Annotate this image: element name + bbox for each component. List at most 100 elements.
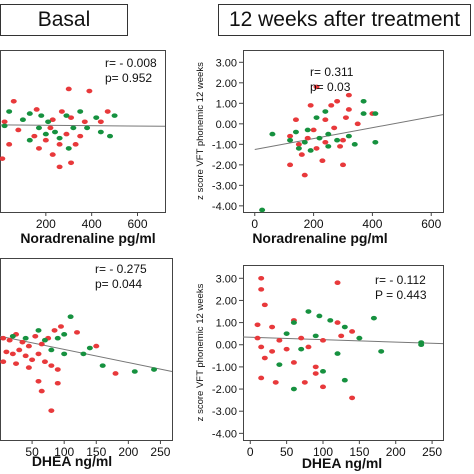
x-axis-label: Noradrenaline pg/ml	[20, 230, 155, 246]
data-point-red	[38, 341, 45, 347]
data-point-red	[42, 137, 49, 143]
y-tick-label: 1.00	[216, 318, 237, 330]
data-point-red	[6, 337, 13, 343]
stat-annotation: r= 0.311	[310, 65, 354, 79]
x-tick-label: 50	[280, 445, 294, 459]
data-point-red	[313, 146, 320, 151]
y-tick-label: 2.00	[216, 295, 237, 307]
data-point-red	[290, 360, 297, 365]
data-point-green	[295, 146, 302, 151]
data-point-red	[328, 103, 335, 108]
data-point-green	[304, 127, 311, 133]
data-point-red	[49, 117, 56, 123]
y-tick-label: 2.00	[216, 78, 237, 90]
data-point-red	[0, 335, 7, 341]
data-point-green	[41, 337, 48, 343]
y-tick-label: -4.00	[212, 201, 237, 213]
data-point-red	[258, 344, 265, 350]
data-point-green	[6, 109, 13, 114]
data-point-red	[319, 158, 326, 164]
data-point-green	[9, 333, 16, 339]
data-point-red	[312, 364, 319, 370]
data-point-red	[68, 160, 75, 166]
x-tick-label: 200	[118, 445, 138, 459]
data-point-red	[272, 380, 279, 385]
data-point-red	[298, 335, 305, 341]
data-point-red	[63, 131, 70, 137]
data-point-green	[292, 129, 299, 135]
data-point-green	[290, 386, 297, 392]
data-point-red	[35, 146, 42, 151]
data-point-green	[67, 314, 74, 320]
data-point-green	[327, 318, 334, 323]
x-tick-label: 400	[362, 217, 382, 231]
data-point-green	[372, 111, 379, 116]
y-tick-label: -3.00	[212, 406, 237, 418]
y-tick-label: 1.00	[216, 98, 237, 110]
plot-frame	[0, 50, 166, 213]
data-point-red	[313, 84, 320, 90]
plot-frame	[243, 50, 444, 213]
data-point-red	[269, 349, 276, 354]
y-axis-label: z score VFT phonemic 12 weeks	[195, 62, 206, 200]
data-point-red	[261, 302, 268, 308]
x-tick-label: 200	[304, 217, 324, 231]
data-point-green	[56, 135, 63, 141]
data-point-green	[80, 351, 87, 357]
data-point-green	[301, 139, 308, 145]
data-point-green	[48, 347, 55, 353]
data-point-green	[312, 333, 319, 339]
data-point-green	[61, 332, 68, 337]
data-point-red	[345, 92, 352, 98]
data-point-red	[16, 347, 23, 353]
data-point-red	[49, 152, 56, 157]
data-point-green	[151, 367, 158, 372]
data-point-green	[305, 309, 312, 314]
data-point-red	[258, 275, 265, 281]
plot-frame	[0, 258, 173, 441]
data-point-red	[334, 98, 341, 104]
data-point-green	[19, 117, 26, 123]
data-point-green	[378, 349, 385, 354]
x-tick-label: 100	[54, 445, 74, 459]
x-axis-label: DHEA ng/ml	[302, 455, 382, 471]
data-point-red	[22, 353, 29, 359]
data-point-red	[320, 384, 326, 390]
data-point-green	[276, 362, 283, 367]
data-point-green	[313, 115, 320, 120]
data-point-red	[312, 371, 319, 376]
x-tick-label: 600	[421, 217, 441, 231]
data-point-green	[322, 109, 329, 114]
stat-annotation: p= 0.952	[105, 71, 152, 85]
data-point-green	[283, 331, 290, 336]
y-axis-label: z score VFT phonemic 12 weeks	[195, 283, 206, 421]
data-point-green	[372, 139, 379, 145]
data-point-red	[32, 333, 39, 339]
data-point-green	[269, 131, 276, 137]
data-point-red	[10, 98, 17, 104]
data-point-red	[77, 133, 84, 139]
data-point-red	[6, 142, 13, 147]
data-point-green	[52, 129, 58, 135]
x-tick-label: 0	[251, 217, 258, 231]
data-point-red	[298, 152, 305, 157]
data-point-red	[301, 380, 308, 385]
data-point-green	[325, 144, 332, 149]
data-point-green	[418, 342, 425, 348]
data-point-red	[57, 324, 64, 329]
data-point-red	[304, 135, 311, 141]
data-point-red	[331, 125, 338, 131]
data-point-red	[72, 142, 79, 147]
data-point-red	[287, 133, 294, 139]
x-axis-label: DHEA ng/ml	[32, 453, 112, 469]
data-point-green	[341, 377, 348, 383]
regression-line	[254, 114, 444, 150]
y-tick-label: -1.00	[212, 139, 237, 151]
stat-annotation: P = 0.443	[375, 288, 427, 302]
data-point-red	[349, 395, 356, 401]
panel-week12-noradrenaline: 0 200 400 600 3.00 2.00 1.00 0.00 -1.00 -2.00 -3.0…	[195, 50, 444, 246]
data-point-green	[99, 363, 106, 368]
data-point-green	[77, 109, 84, 114]
data-point-red	[320, 338, 326, 343]
data-point-red	[283, 346, 290, 352]
